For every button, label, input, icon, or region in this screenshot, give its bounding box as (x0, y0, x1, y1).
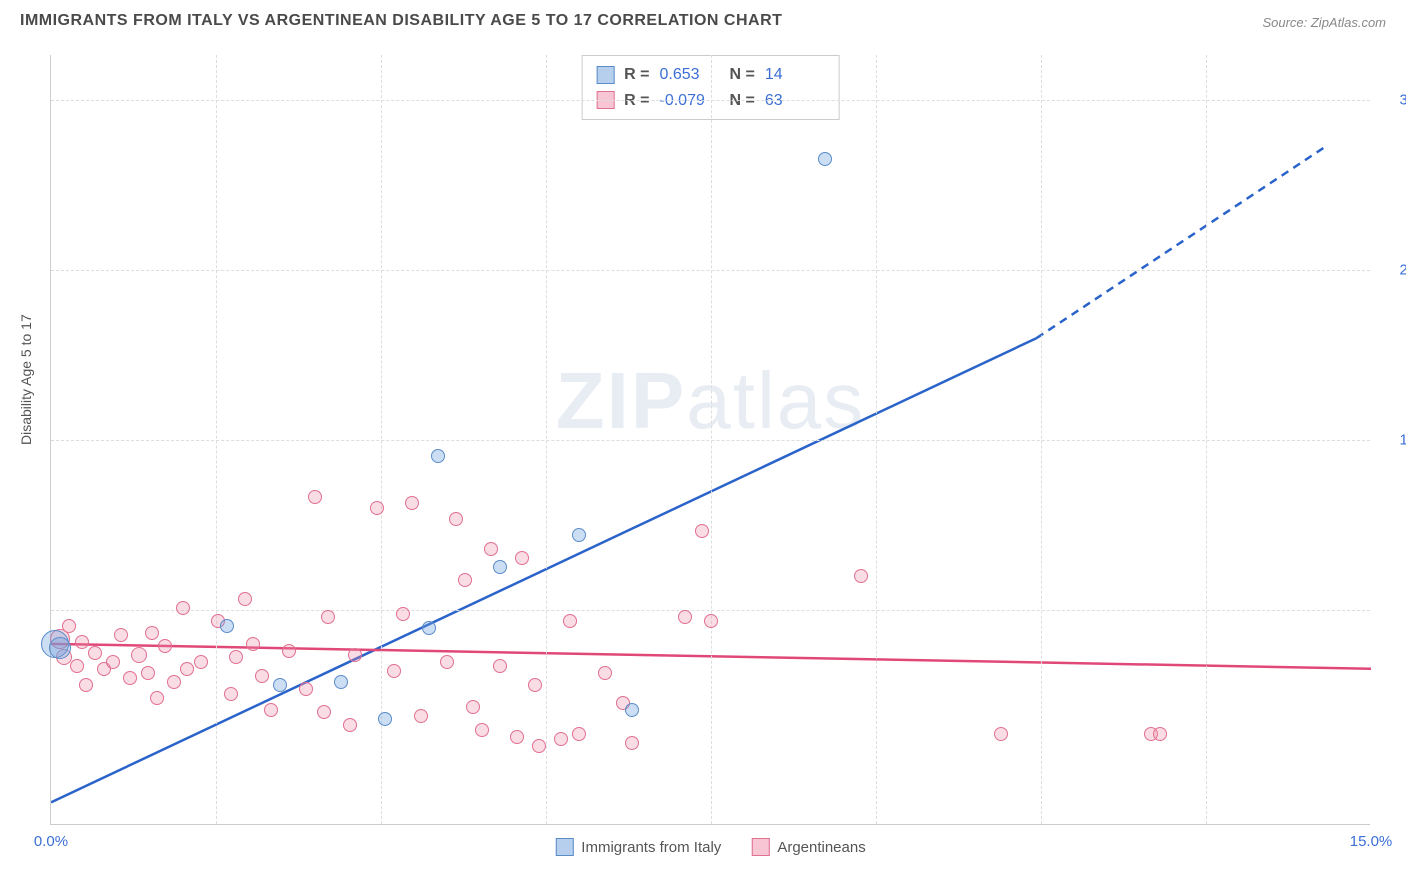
y-axis-label: Disability Age 5 to 17 (18, 314, 34, 445)
scatter-point-blue (625, 703, 639, 717)
scatter-point-blue (334, 675, 348, 689)
scatter-point-pink (321, 610, 335, 624)
scatter-point-blue (273, 678, 287, 692)
scatter-point-pink (238, 592, 252, 606)
scatter-point-pink (854, 569, 868, 583)
legend-item-blue: Immigrants from Italy (555, 838, 721, 856)
scatter-point-pink (308, 490, 322, 504)
gridline-v (711, 55, 712, 824)
x-tick-label: 15.0% (1350, 833, 1393, 850)
gridline-v (546, 55, 547, 824)
scatter-point-pink (106, 655, 120, 669)
scatter-point-pink (414, 709, 428, 723)
scatter-point-pink (994, 727, 1008, 741)
scatter-point-pink (704, 614, 718, 628)
scatter-point-blue (493, 560, 507, 574)
scatter-point-blue (431, 449, 445, 463)
scatter-point-pink (79, 678, 93, 692)
scatter-point-pink (150, 691, 164, 705)
scatter-point-pink (145, 626, 159, 640)
scatter-point-pink (88, 646, 102, 660)
scatter-point-pink (405, 496, 419, 510)
gridline-v (216, 55, 217, 824)
scatter-point-pink (484, 542, 498, 556)
scatter-point-pink (282, 644, 296, 658)
scatter-point-pink (167, 675, 181, 689)
chart-source: Source: ZipAtlas.com (1262, 15, 1386, 30)
chart-title: IMMIGRANTS FROM ITALY VS ARGENTINEAN DIS… (20, 12, 782, 30)
y-tick-label: 7.5% (1382, 601, 1406, 618)
scatter-point-pink (493, 659, 507, 673)
scatter-point-pink (62, 619, 76, 633)
y-tick-label: 15.0% (1382, 432, 1406, 449)
scatter-point-pink (396, 607, 410, 621)
y-tick-label: 30.0% (1382, 92, 1406, 109)
scatter-point-pink (114, 628, 128, 642)
scatter-point-pink (466, 700, 480, 714)
y-tick-label: 22.5% (1382, 262, 1406, 279)
scatter-point-pink (625, 736, 639, 750)
scatter-point-pink (224, 687, 238, 701)
scatter-point-blue (572, 528, 586, 542)
scatter-point-pink (554, 732, 568, 746)
scatter-point-pink (229, 650, 243, 664)
scatter-point-pink (515, 551, 529, 565)
scatter-point-pink (131, 647, 147, 663)
gridline-v (876, 55, 877, 824)
scatter-point-pink (370, 501, 384, 515)
scatter-point-pink (75, 635, 89, 649)
scatter-point-pink (158, 639, 172, 653)
swatch-pink-icon (751, 838, 769, 856)
scatter-point-pink (532, 739, 546, 753)
gridline-v (381, 55, 382, 824)
scatter-point-pink (180, 662, 194, 676)
scatter-point-pink (598, 666, 612, 680)
scatter-point-pink (299, 682, 313, 696)
scatter-point-pink (264, 703, 278, 717)
scatter-point-pink (458, 573, 472, 587)
scatter-point-pink (141, 666, 155, 680)
scatter-point-pink (176, 601, 190, 615)
x-tick-label: 0.0% (34, 833, 68, 850)
scatter-point-pink (194, 655, 208, 669)
scatter-point-blue (220, 619, 234, 633)
plot-area: ZIPatlas R = 0.653 N = 14 R = -0.079 N =… (50, 55, 1370, 825)
scatter-point-pink (1153, 727, 1167, 741)
scatter-point-pink (572, 727, 586, 741)
scatter-point-pink (510, 730, 524, 744)
swatch-blue-icon (555, 838, 573, 856)
scatter-point-pink (449, 512, 463, 526)
scatter-point-pink (255, 669, 269, 683)
scatter-point-pink (70, 659, 84, 673)
scatter-point-pink (563, 614, 577, 628)
gridline-v (1041, 55, 1042, 824)
chart-header: IMMIGRANTS FROM ITALY VS ARGENTINEAN DIS… (0, 0, 1406, 38)
scatter-point-pink (475, 723, 489, 737)
scatter-point-blue (422, 621, 436, 635)
scatter-point-pink (678, 610, 692, 624)
scatter-point-pink (528, 678, 542, 692)
legend-item-pink: Argentineans (751, 838, 865, 856)
scatter-point-pink (123, 671, 137, 685)
scatter-point-blue (378, 712, 392, 726)
scatter-point-pink (695, 524, 709, 538)
swatch-blue-icon (596, 66, 614, 84)
scatter-point-blue (49, 637, 71, 659)
scatter-point-pink (348, 648, 362, 662)
scatter-point-pink (387, 664, 401, 678)
scatter-point-pink (343, 718, 357, 732)
bottom-legend: Immigrants from Italy Argentineans (555, 838, 865, 856)
scatter-point-pink (317, 705, 331, 719)
scatter-point-pink (246, 637, 260, 651)
scatter-point-pink (440, 655, 454, 669)
gridline-v (1206, 55, 1207, 824)
scatter-point-blue (818, 152, 832, 166)
